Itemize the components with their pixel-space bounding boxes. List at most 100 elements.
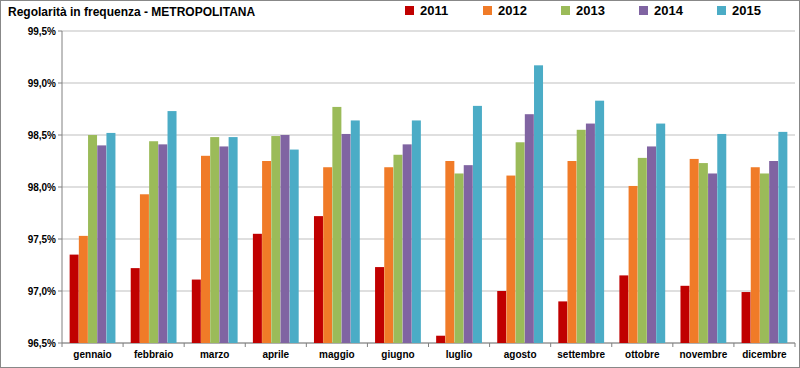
chart: Regolarità in frequenza - METROPOLITANA 9… (0, 0, 800, 368)
bar (558, 301, 567, 343)
bar (79, 236, 88, 343)
legend-label: 2013 (576, 3, 605, 18)
bar (97, 145, 106, 343)
bar (473, 106, 482, 343)
bar (586, 124, 595, 343)
bar (595, 101, 604, 343)
bar (708, 173, 717, 343)
bar (280, 135, 289, 343)
bar (210, 137, 219, 343)
tick-label: 98,0% (28, 182, 56, 193)
legend-label: 2015 (732, 3, 761, 18)
bar (106, 133, 115, 343)
bar (332, 107, 341, 343)
bar (253, 234, 262, 343)
category-tick (184, 343, 185, 347)
tick-mark (58, 187, 62, 188)
bar (131, 268, 140, 343)
category-label: settembre (557, 349, 605, 360)
bar (690, 159, 699, 343)
category-label: ottobre (625, 349, 660, 360)
category-label: maggio (319, 349, 355, 360)
category-tick (733, 343, 734, 347)
bar (436, 336, 445, 343)
bar (290, 150, 299, 343)
tick-mark (58, 31, 62, 32)
legend-label: 2012 (498, 3, 527, 18)
bar (742, 292, 751, 343)
bar (192, 280, 201, 343)
bar (647, 146, 656, 343)
category-tick (611, 343, 612, 347)
bar (351, 120, 360, 343)
bar (342, 134, 351, 343)
bar (219, 146, 228, 343)
y-axis (62, 31, 63, 343)
category-tick (550, 343, 551, 347)
bar (149, 141, 158, 343)
bar (271, 136, 280, 343)
tick-mark (58, 239, 62, 240)
category-label: marzo (200, 349, 229, 360)
tick-mark (58, 291, 62, 292)
category-label: luglio (446, 349, 473, 360)
bar (497, 291, 506, 343)
bar (403, 144, 412, 343)
category-tick (367, 343, 368, 347)
bar (70, 255, 79, 343)
bar (568, 161, 577, 343)
bar (769, 161, 778, 343)
title: Regolarità in frequenza - METROPOLITANA (8, 5, 255, 19)
legend-swatch (405, 6, 414, 15)
bar (229, 137, 238, 343)
category-label: gennaio (73, 349, 111, 360)
category-label: giugno (381, 349, 414, 360)
bar (445, 161, 454, 343)
bar (699, 163, 708, 343)
bar (506, 176, 515, 343)
category-label: aprile (262, 349, 289, 360)
bar (577, 130, 586, 343)
category-tick (489, 343, 490, 347)
legend-swatch (639, 6, 648, 15)
bar (375, 267, 384, 343)
frame (1, 1, 800, 368)
bar (656, 124, 665, 343)
tick-mark (58, 83, 62, 84)
legend-swatch (717, 6, 726, 15)
bar (464, 165, 473, 343)
bar (140, 194, 149, 343)
tick-label: 96,5% (28, 338, 56, 349)
bar (314, 216, 323, 343)
bar (778, 132, 787, 343)
bar (516, 142, 525, 343)
category-tick (123, 343, 124, 347)
bars (70, 65, 788, 343)
bar (262, 161, 271, 343)
bar (455, 173, 464, 343)
bar (412, 120, 421, 343)
bar (534, 65, 543, 343)
bar (323, 167, 332, 343)
legend-label: 2014 (654, 3, 684, 18)
tick-label: 97,0% (28, 286, 56, 297)
bar (751, 167, 760, 343)
bar (384, 167, 393, 343)
bar (717, 134, 726, 343)
category-label: agosto (504, 349, 537, 360)
tick-mark (58, 343, 62, 344)
category-tick (62, 343, 63, 347)
legend-label: 2011 (420, 3, 448, 18)
bar (629, 186, 638, 343)
category-label: febbraio (134, 349, 173, 360)
bar (680, 286, 689, 343)
tick-mark (58, 135, 62, 136)
bar (638, 158, 647, 343)
bar (525, 114, 534, 343)
grid-line (62, 83, 795, 84)
bar (393, 155, 402, 343)
category-tick (245, 343, 246, 347)
tick-label: 98,5% (28, 130, 56, 141)
category-tick (428, 343, 429, 347)
tick-label: 97,5% (28, 234, 56, 245)
